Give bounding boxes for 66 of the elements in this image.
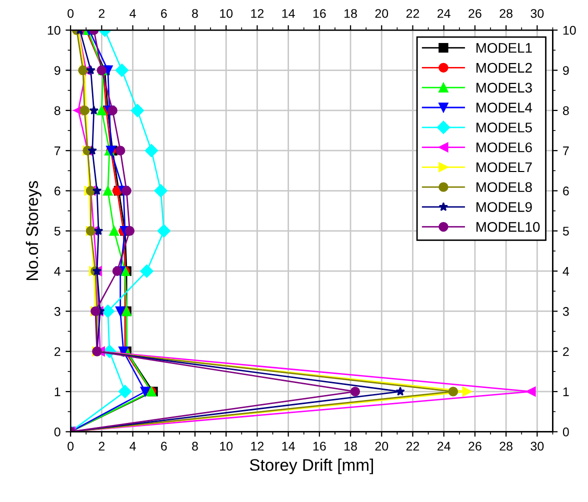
y2-tick-label: 3 xyxy=(562,307,569,316)
x2-tick-label: 30 xyxy=(530,9,544,18)
y-tick-label: 0 xyxy=(54,428,60,436)
x-tick-label: 22 xyxy=(406,442,420,450)
y-tick-label: 8 xyxy=(54,106,60,116)
y2-tick-label: 10 xyxy=(563,26,576,35)
legend-label: MODEL9 xyxy=(476,202,532,212)
x2-tick-label: 10 xyxy=(220,9,233,18)
x-tick-label: 24 xyxy=(438,442,450,450)
y2-tick-label: 1 xyxy=(563,387,569,396)
x2-tick-label: 2 xyxy=(98,9,105,18)
x-tick-label: 14 xyxy=(282,442,295,450)
y-tick-label: 6 xyxy=(54,186,60,196)
y-tick-label: 3 xyxy=(54,307,60,316)
x2-tick-label: 18 xyxy=(344,9,357,18)
x2-tick-label: 26 xyxy=(468,9,482,18)
y2-tick-label: 9 xyxy=(563,66,569,75)
x-tick-label: 20 xyxy=(375,442,388,451)
y2-tick-label: 0 xyxy=(562,428,569,436)
x2-tick-label: 8 xyxy=(192,9,198,18)
y2-tick-label: 8 xyxy=(562,106,569,116)
y-tick-label: 5 xyxy=(54,226,60,236)
y-tick-label: 10 xyxy=(48,26,60,35)
legend-label: MODEL8 xyxy=(476,182,532,192)
legend-label: MODEL6 xyxy=(476,142,532,152)
legend-label: MODEL2 xyxy=(476,62,532,73)
x-tick-label: 10 xyxy=(220,442,233,451)
y-axis-title: No.of Storeys xyxy=(26,181,42,280)
x-tick-label: 2 xyxy=(98,442,105,450)
y2-tick-label: 7 xyxy=(563,146,569,156)
legend-label: MODEL7 xyxy=(476,162,532,172)
y-tick-label: 7 xyxy=(54,146,60,156)
x-tick-label: 26 xyxy=(468,442,482,451)
x-tick-label: 6 xyxy=(161,442,167,451)
legend-label: MODEL1 xyxy=(476,42,532,53)
x-tick-label: 28 xyxy=(500,442,512,451)
y2-tick-label: 6 xyxy=(563,186,569,196)
x2-tick-label: 12 xyxy=(251,9,264,18)
y-tick-label: 4 xyxy=(54,267,60,276)
x-tick-label: 30 xyxy=(530,442,544,451)
y2-tick-label: 2 xyxy=(563,347,569,356)
x2-tick-label: 16 xyxy=(313,9,326,18)
x2-tick-label: 28 xyxy=(500,9,512,18)
legend-label: MODEL10 xyxy=(476,222,540,232)
x-tick-label: 16 xyxy=(313,442,326,451)
x2-tick-label: 22 xyxy=(406,9,420,18)
y-tick-label: 9 xyxy=(54,66,60,75)
y2-tick-label: 5 xyxy=(562,226,569,236)
legend-label: MODEL4 xyxy=(476,102,532,112)
x2-tick-label: 20 xyxy=(375,9,388,18)
x-axis-title: Storey Drift [mm] xyxy=(250,458,373,474)
x-tick-label: 0 xyxy=(68,442,74,451)
x2-tick-label: 14 xyxy=(282,9,295,18)
y-tick-label: 1 xyxy=(54,387,60,396)
x-tick-label: 8 xyxy=(192,442,198,451)
x-tick-label: 18 xyxy=(344,442,357,451)
x-tick-label: 4 xyxy=(130,442,136,450)
x2-tick-label: 0 xyxy=(68,9,74,18)
x2-tick-label: 24 xyxy=(438,9,450,18)
y-tick-label: 2 xyxy=(54,347,60,356)
x2-tick-label: 6 xyxy=(161,9,167,18)
x-tick-label: 12 xyxy=(251,442,264,450)
legend-label: MODEL3 xyxy=(476,82,532,93)
x2-tick-label: 4 xyxy=(130,9,136,18)
y2-tick-label: 4 xyxy=(562,267,570,276)
legend-label: MODEL5 xyxy=(476,122,532,132)
